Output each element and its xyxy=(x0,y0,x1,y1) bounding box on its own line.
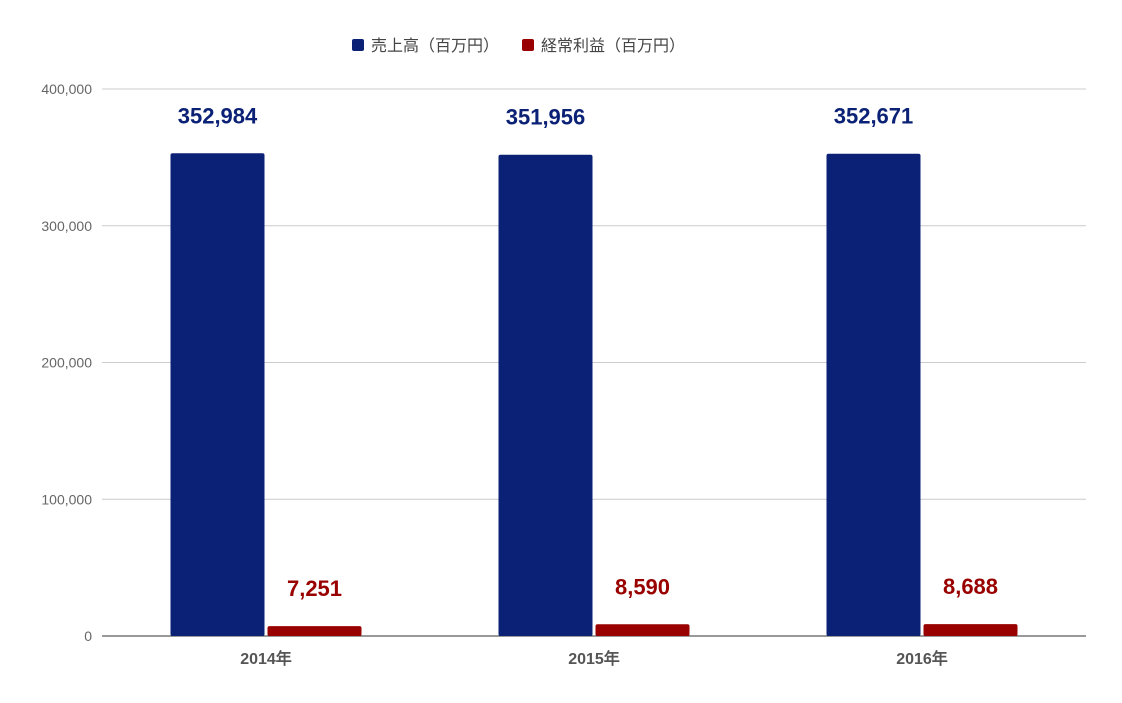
data-label-1-1: 8,590 xyxy=(615,574,670,599)
bars xyxy=(170,153,1018,636)
legend-label-1: 経常利益（百万円） xyxy=(541,36,685,55)
data-label-1-2: 8,688 xyxy=(943,574,998,599)
y-tick-label-2: 200,000 xyxy=(41,355,92,371)
y-tick-label-4: 400,000 xyxy=(41,81,92,97)
data-label-0-1: 351,956 xyxy=(506,105,586,130)
gridlines xyxy=(102,88,1086,637)
bar-1-1 xyxy=(595,624,690,636)
legend-label-0: 売上高（百万円） xyxy=(371,36,499,55)
bar-0-2 xyxy=(826,153,921,636)
data-label-0-0: 352,984 xyxy=(178,103,258,128)
data-label-1-0: 7,251 xyxy=(287,576,342,601)
x-tick-label-2: 2016年 xyxy=(896,649,948,668)
bar-1-2 xyxy=(923,624,1018,636)
legend-swatch-1 xyxy=(522,39,534,51)
data-label-0-2: 352,671 xyxy=(834,104,914,129)
legend-swatch-0 xyxy=(352,39,364,51)
y-tick-label-0: 0 xyxy=(84,628,92,644)
y-tick-label-1: 100,000 xyxy=(41,491,92,507)
y-tick-label-3: 300,000 xyxy=(41,218,92,234)
x-axis-ticks: 2014年 2015年 2016年 xyxy=(240,649,948,668)
y-axis-ticks: 0 100,000 200,000 300,000 400,000 xyxy=(41,81,92,644)
bar-0-1 xyxy=(498,154,593,636)
bar-1-0 xyxy=(267,626,362,636)
legend: 売上高（百万円） 経常利益（百万円） xyxy=(352,36,685,55)
bar-0-0 xyxy=(170,153,265,636)
x-tick-label-1: 2015年 xyxy=(568,649,620,668)
data-labels: 352,984 7,251 351,956 8,590 352,671 8,688 xyxy=(178,103,998,601)
x-tick-label-0: 2014年 xyxy=(240,649,292,668)
